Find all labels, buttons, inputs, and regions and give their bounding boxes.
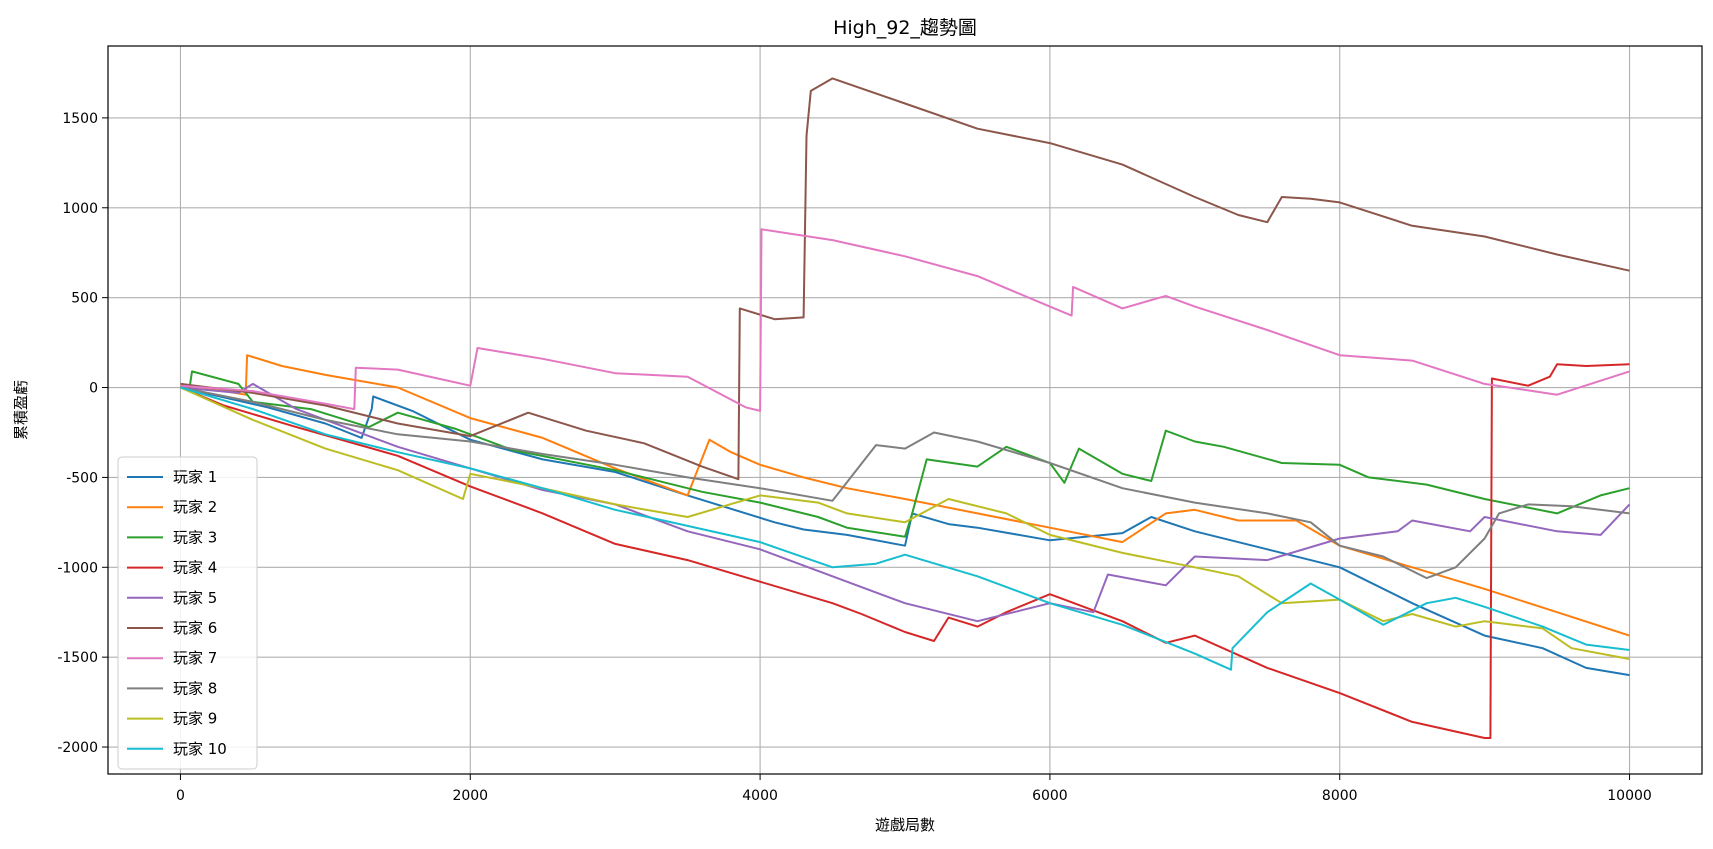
y-axis-label: 累積盈虧 bbox=[12, 380, 30, 440]
series-line-10 bbox=[180, 386, 1630, 671]
y-tick-label: -1500 bbox=[57, 650, 98, 666]
legend-label: 玩家 2 bbox=[173, 498, 217, 516]
legend: 玩家 1 玩家 2 玩家 3 玩家 4 玩家 5 玩家 6 玩家 7 玩家 8 玩家 9 玩家 1… bbox=[117, 456, 258, 770]
x-tick-label: 10000 bbox=[1607, 788, 1652, 804]
x-tick-label: 8000 bbox=[1322, 788, 1358, 804]
legend-label: 玩家 7 bbox=[173, 649, 217, 667]
x-axis-label: 遊戲局數 bbox=[875, 816, 935, 834]
series-line-9 bbox=[180, 386, 1630, 660]
series-line-8 bbox=[180, 386, 1630, 580]
series-line-6 bbox=[180, 77, 1630, 481]
y-tick-label: 1500 bbox=[62, 111, 98, 127]
plot-frame bbox=[107, 45, 1703, 775]
y-tick-label: -500 bbox=[66, 470, 98, 486]
y-tick-label: 0 bbox=[89, 381, 98, 397]
x-tick-label: 2000 bbox=[452, 788, 488, 804]
legend-box bbox=[117, 456, 258, 770]
y-tick-label: 500 bbox=[71, 291, 98, 307]
chart-title: High_92_趨勢圖 bbox=[833, 17, 977, 39]
y-tick-label: -2000 bbox=[57, 740, 98, 756]
legend-label: 玩家 6 bbox=[173, 619, 217, 637]
legend-label: 玩家 8 bbox=[173, 679, 217, 697]
series-line-7 bbox=[180, 228, 1630, 412]
legend-label: 玩家 5 bbox=[173, 589, 217, 607]
grid bbox=[108, 46, 1702, 774]
legend-label: 玩家 4 bbox=[173, 559, 217, 577]
x-tick-label: 6000 bbox=[1032, 788, 1068, 804]
x-tick-label: 0 bbox=[176, 788, 185, 804]
y-tick-label: -1000 bbox=[57, 560, 98, 576]
axis-ticks: 0 2000 4000 6000 8000 10000-2000-1500-1000-50… bbox=[57, 111, 1652, 804]
legend-label: 玩家 1 bbox=[173, 468, 217, 486]
y-tick-label: 1000 bbox=[62, 201, 98, 217]
legend-label: 玩家 9 bbox=[173, 710, 217, 728]
series-line-2 bbox=[180, 354, 1630, 637]
series-line-4 bbox=[180, 363, 1630, 739]
legend-label: 玩家 3 bbox=[173, 528, 217, 546]
series-lines bbox=[179, 77, 1631, 739]
x-tick-label: 4000 bbox=[742, 788, 778, 804]
legend-label: 玩家 10 bbox=[173, 740, 227, 758]
series-line-3 bbox=[179, 370, 1630, 538]
series-line-1 bbox=[180, 386, 1630, 677]
